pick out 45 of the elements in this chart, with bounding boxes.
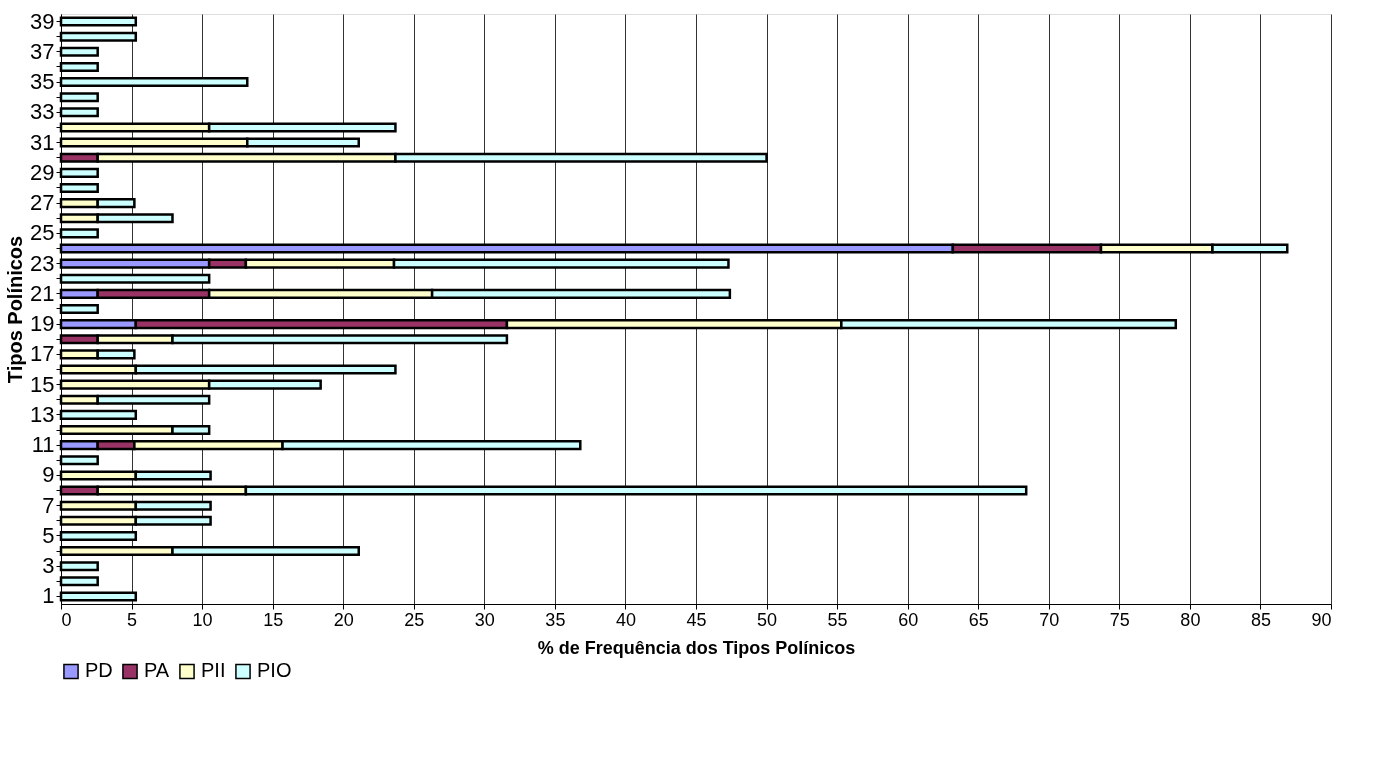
y-tick-label: 5 (42, 522, 55, 548)
y-tick-label: 33 (30, 99, 55, 125)
y-tick-label: 23 (30, 250, 55, 276)
x-tick-label: 90 (1311, 609, 1332, 630)
legend-label: PD (85, 659, 113, 682)
x-tick-label: 50 (757, 609, 778, 630)
x-axis-title: % de Frequência dos Tipos Polínicos (537, 637, 856, 658)
y-tick-label: 21 (30, 280, 55, 306)
y-tick-label: 3 (42, 553, 55, 579)
x-tick-label: 55 (827, 609, 848, 630)
x-tick-label: 20 (333, 609, 354, 630)
legend-label: PIO (257, 659, 292, 682)
x-tick-label: 25 (404, 609, 425, 630)
x-tick-label: 10 (192, 609, 213, 630)
x-tick-label: 0 (61, 609, 72, 630)
legend-label: PA (144, 659, 170, 682)
x-tick-label: 40 (615, 609, 636, 630)
x-tick-label: 30 (474, 609, 495, 630)
y-tick-label: 25 (30, 220, 55, 246)
y-tick-label: 37 (30, 38, 55, 64)
legend-label: PII (201, 659, 226, 682)
y-axis-title: Tipos Polínicos (4, 235, 27, 384)
x-tick-label: 45 (686, 609, 707, 630)
y-tick-label: 13 (30, 401, 55, 427)
x-tick-label: 35 (545, 609, 566, 630)
x-tick-label: 80 (1180, 609, 1201, 630)
y-tick-label: 27 (30, 190, 55, 216)
y-tick-label: 19 (30, 311, 55, 337)
y-tick-label: 29 (30, 159, 55, 185)
y-tick-label: 31 (30, 129, 55, 155)
x-tick-label: 15 (263, 609, 284, 630)
y-tick-label: 39 (30, 8, 55, 34)
x-tick-label: 75 (1109, 609, 1130, 630)
y-tick-label: 15 (30, 371, 55, 397)
y-tick-label: 7 (42, 492, 55, 518)
x-tick-label: 85 (1250, 609, 1271, 630)
y-tick-label: 35 (30, 69, 55, 95)
y-tick-label: 17 (30, 341, 55, 367)
y-tick-label: 1 (42, 583, 55, 609)
x-tick-label: 5 (127, 609, 138, 630)
y-tick-label: 11 (31, 432, 55, 458)
y-tick-label: 9 (42, 462, 55, 488)
x-tick-label: 65 (968, 609, 989, 630)
x-tick-label: 60 (898, 609, 919, 630)
x-tick-label: 70 (1039, 609, 1060, 630)
